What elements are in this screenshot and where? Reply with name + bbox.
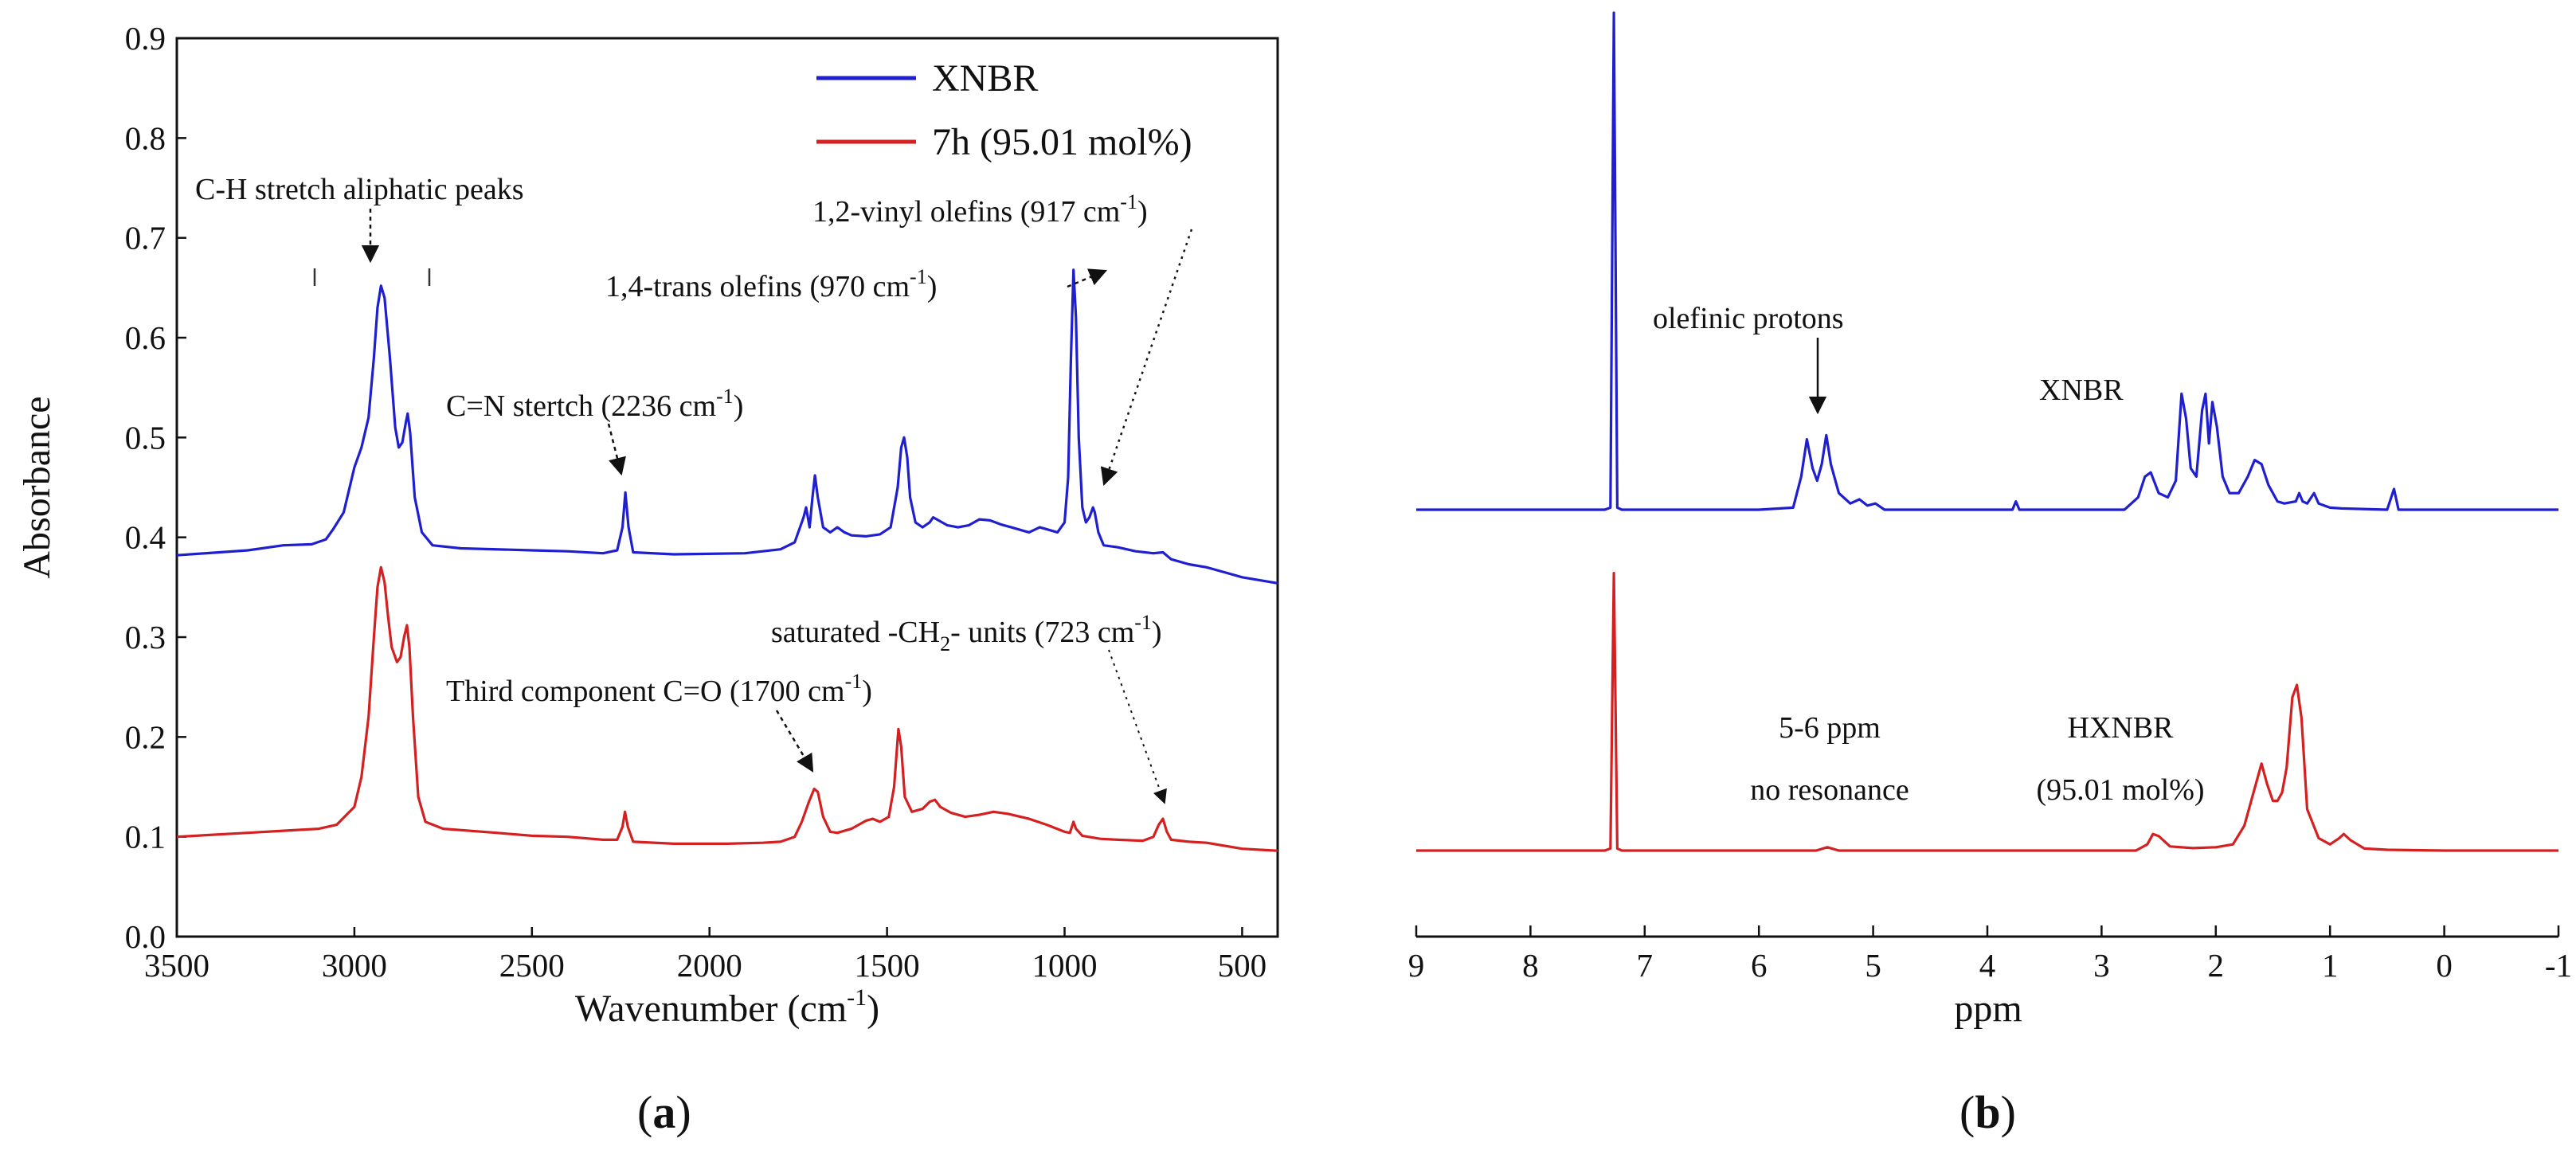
label-xnbr-spectrum: XNBR <box>2039 374 2124 407</box>
ftir-y-tick-label: 0.3 <box>125 619 166 655</box>
ftir-y-tick-label: 0.4 <box>125 519 166 556</box>
nmr-x-tick-label: 4 <box>1979 947 1996 984</box>
legend-label-xnbr: XNBR <box>932 57 1038 100</box>
ftir-annotations: C-H stretch aliphatic peaks C=N stertch … <box>195 173 1193 804</box>
ftir-x-tick-label: 3500 <box>144 947 209 984</box>
label-hxnbr-conversion: (95.01 mol%) <box>2036 773 2204 807</box>
nmr-x-tick-label: 7 <box>1637 947 1654 984</box>
annotation-no-resonance: no resonance <box>1750 773 1909 807</box>
nmr-x-axis-label: ppm <box>1954 988 2022 1030</box>
ftir-y-tick-label: 0.1 <box>125 819 166 855</box>
nmr-x-tick-label: 6 <box>1751 947 1768 984</box>
nmr-annotations: olefinic protons XNBR 5-6 ppm no resonan… <box>1653 302 2205 807</box>
ftir-x-tick-label: 1000 <box>1032 947 1098 984</box>
ftir-series-line-xnbr <box>176 268 1278 585</box>
arrow-third-component <box>775 710 814 773</box>
label-hxnbr-spectrum: HXNBR <box>2067 711 2174 745</box>
annotation-trans-olefins: 1,4-trans olefins (970 cm-1) <box>605 265 937 303</box>
ftir-y-tick-label: 0.6 <box>125 319 166 356</box>
nmr-x-ticks: 9 8 7 6 5 4 3 2 1 0 -1 <box>1408 925 2572 984</box>
ch-region-markers <box>313 268 431 286</box>
annotation-cn-stretch: C=N stertch (2236 cm-1) <box>446 385 743 423</box>
panel-label-b: (b) <box>1959 1086 2016 1138</box>
annotation-no-resonance-range: 5-6 ppm <box>1779 711 1881 745</box>
ftir-x-tick-label: 500 <box>1218 947 1267 984</box>
ftir-y-tick-label: 0.0 <box>125 918 166 955</box>
ftir-y-axis-label: Absorbance <box>16 396 58 578</box>
ftir-x-tick-label: 2500 <box>499 947 565 984</box>
ftir-legend: XNBR 7h (95.01 mol%) <box>816 57 1192 163</box>
nmr-panel: 9 8 7 6 5 4 3 2 1 0 -1 olefinic protons XNBR 5-6 p… <box>1408 11 2572 1138</box>
legend-label-7h: 7h (95.01 mol%) <box>932 121 1192 163</box>
ftir-series <box>176 268 1278 852</box>
ftir-x-tick-label: 3000 <box>322 947 387 984</box>
nmr-x-tick-label: 5 <box>1865 947 1881 984</box>
nmr-series-line-xnbr <box>1416 11 2558 511</box>
ftir-series-line-7h-95-01-mol <box>176 565 1278 852</box>
ftir-y-tick-label: 0.5 <box>125 419 166 456</box>
ftir-x-axis-label: Wavenumber (cm-1) <box>575 984 879 1030</box>
nmr-x-tick-label: 2 <box>2208 947 2225 984</box>
annotation-olefinic-protons: olefinic protons <box>1653 302 1844 335</box>
nmr-x-tick-label: 9 <box>1408 947 1425 984</box>
ftir-y-tick-label: 0.7 <box>125 220 166 256</box>
nmr-series-line-hxnbr-95-01-mol <box>1416 572 2558 852</box>
nmr-x-tick-label: 8 <box>1522 947 1539 984</box>
arrow-saturated-ch2 <box>1108 649 1167 804</box>
nmr-x-tick-label: 1 <box>2322 947 2339 984</box>
nmr-x-tick-label: 0 <box>2436 947 2453 984</box>
arrow-trans-olefins <box>1067 268 1108 288</box>
ftir-panel: 3500 3000 2500 2000 1500 1000 500 0.0 0.1 0.2 0.3… <box>16 20 1279 1138</box>
ftir-x-tick-label: 1500 <box>855 947 920 984</box>
annotation-saturated-ch2: saturated -CH2- units (723 cm-1) <box>771 611 1162 655</box>
ftir-plot-frame <box>175 37 1279 938</box>
panel-label-a: (a) <box>637 1086 691 1138</box>
ftir-y-ticks: 0.0 0.1 0.2 0.3 0.4 0.5 0.6 0.7 0.8 0.9 <box>125 20 186 955</box>
ftir-x-ticks: 3500 3000 2500 2000 1500 1000 500 <box>144 927 1266 984</box>
arrow-vinyl-olefins <box>1100 229 1193 487</box>
nmr-x-tick-label: 3 <box>2093 947 2110 984</box>
ftir-y-tick-label: 0.2 <box>125 718 166 755</box>
arrow-cn-stretch <box>607 423 626 476</box>
annotation-ch-stretch: C-H stretch aliphatic peaks <box>195 173 524 206</box>
ftir-y-tick-label: 0.9 <box>125 20 166 57</box>
nmr-x-tick-label: -1 <box>2545 947 2572 984</box>
annotation-vinyl-olefins: 1,2-vinyl olefins (917 cm-1) <box>812 190 1148 229</box>
ftir-x-tick-label: 2000 <box>677 947 742 984</box>
ftir-y-tick-label: 0.8 <box>125 119 166 156</box>
annotation-third-component: Third component C=O (1700 cm-1) <box>446 670 872 708</box>
nmr-series <box>1416 11 2558 852</box>
